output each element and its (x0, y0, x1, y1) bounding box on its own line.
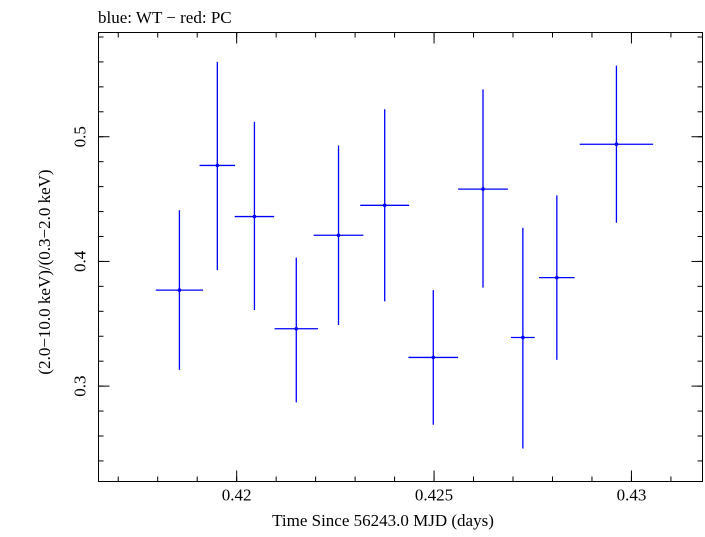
data-marker (177, 288, 182, 292)
data-point (458, 89, 508, 288)
plot-frame (98, 32, 703, 482)
y-tick-label: 0.4 (71, 250, 90, 272)
data-point (274, 257, 318, 403)
x-tick-label: 0.43 (617, 486, 647, 505)
data-marker (431, 355, 436, 360)
data-points (155, 61, 654, 449)
minor-ticks (98, 32, 703, 482)
y-tick-label: 0.5 (71, 126, 90, 147)
x-tick-label: 0.425 (415, 486, 453, 505)
data-point (199, 61, 236, 271)
data-marker (521, 335, 525, 340)
data-marker (382, 203, 387, 208)
chart-title: blue: WT − red: PC (98, 8, 232, 27)
data-marker (215, 163, 220, 168)
tick-labels: 0.42 0.425 0.43 0.3 0.4 0.5 (71, 126, 647, 504)
x-axis-label: Time Since 56243.0 MJD (days) (272, 511, 494, 530)
major-ticks (98, 32, 703, 482)
data-marker (294, 326, 299, 331)
data-marker (336, 233, 341, 238)
data-marker (481, 187, 485, 191)
y-tick-label: 0.3 (71, 375, 90, 396)
data-point (155, 210, 204, 370)
data-marker (252, 214, 257, 219)
data-point (511, 227, 535, 449)
data-point (313, 145, 364, 326)
y-axis-label: (2.0−10.0 keV)/(0.3−2.0 keV) (35, 169, 54, 374)
x-tick-label: 0.42 (222, 486, 252, 505)
data-point (579, 65, 654, 223)
data-marker (555, 275, 559, 280)
data-point (360, 109, 410, 302)
data-marker (614, 142, 619, 147)
data-point (539, 195, 575, 360)
data-point (408, 290, 459, 425)
data-point (234, 121, 275, 311)
